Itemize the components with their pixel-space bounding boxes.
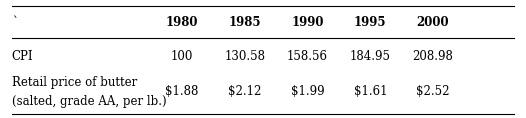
Text: CPI: CPI	[12, 50, 34, 63]
Text: 100: 100	[171, 50, 193, 63]
Text: 1985: 1985	[228, 16, 261, 29]
Text: 208.98: 208.98	[412, 50, 453, 63]
Text: $2.52: $2.52	[416, 85, 450, 98]
Text: ˋ: ˋ	[12, 16, 18, 29]
Text: $1.99: $1.99	[291, 85, 325, 98]
Text: 1995: 1995	[354, 16, 387, 29]
Text: 130.58: 130.58	[224, 50, 265, 63]
Text: $1.88: $1.88	[165, 85, 199, 98]
Text: (salted, grade AA, per lb.): (salted, grade AA, per lb.)	[12, 95, 166, 108]
Text: $2.12: $2.12	[228, 85, 261, 98]
Text: 2000: 2000	[417, 16, 449, 29]
Text: $1.61: $1.61	[353, 85, 387, 98]
Text: 1990: 1990	[291, 16, 323, 29]
Text: 1980: 1980	[166, 16, 198, 29]
Text: Retail price of butter: Retail price of butter	[12, 76, 137, 88]
Text: 158.56: 158.56	[287, 50, 328, 63]
Text: 184.95: 184.95	[350, 50, 391, 63]
